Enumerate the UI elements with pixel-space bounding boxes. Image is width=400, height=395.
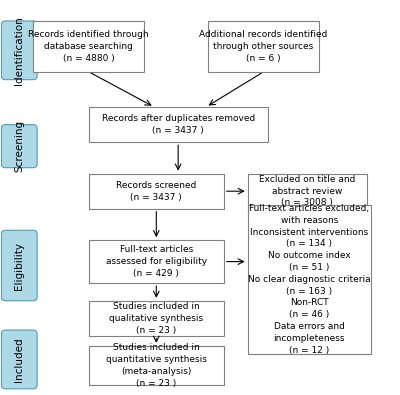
FancyBboxPatch shape (89, 107, 268, 142)
Text: Studies included in
quantitative synthesis
(meta-analysis)
(n = 23 ): Studies included in quantitative synthes… (106, 343, 207, 387)
Text: Eligibility: Eligibility (14, 241, 24, 290)
Text: Records after duplicates removed
(n = 3437 ): Records after duplicates removed (n = 34… (102, 114, 255, 135)
FancyBboxPatch shape (1, 125, 37, 168)
Text: Identification: Identification (14, 16, 24, 85)
FancyBboxPatch shape (89, 240, 224, 283)
Text: Full-text articles
assessed for eligibility
(n = 429 ): Full-text articles assessed for eligibil… (106, 245, 207, 278)
Text: Included: Included (14, 337, 24, 382)
FancyBboxPatch shape (89, 301, 224, 336)
FancyBboxPatch shape (33, 21, 144, 72)
FancyBboxPatch shape (89, 173, 224, 209)
Text: Screening: Screening (14, 120, 24, 172)
Text: Studies included in
qualitative synthesis
(n = 23 ): Studies included in qualitative synthesi… (109, 302, 203, 335)
FancyBboxPatch shape (89, 346, 224, 385)
Text: Excluded on title and
abstract review
(n = 3008 ): Excluded on title and abstract review (n… (259, 175, 356, 207)
FancyBboxPatch shape (248, 205, 371, 354)
Text: Additional records identified
through other sources
(n = 6 ): Additional records identified through ot… (199, 30, 328, 63)
FancyBboxPatch shape (248, 173, 367, 209)
Text: Records screened
(n = 3437 ): Records screened (n = 3437 ) (116, 181, 196, 201)
Text: Records identified through
database searching
(n = 4880 ): Records identified through database sear… (28, 30, 149, 63)
FancyBboxPatch shape (1, 330, 37, 389)
FancyBboxPatch shape (1, 21, 37, 80)
FancyBboxPatch shape (208, 21, 319, 72)
Text: Full-text articles excluded,
with reasons
Inconsistent interventions
(n = 134 )
: Full-text articles excluded, with reason… (248, 204, 370, 355)
FancyBboxPatch shape (1, 230, 37, 301)
